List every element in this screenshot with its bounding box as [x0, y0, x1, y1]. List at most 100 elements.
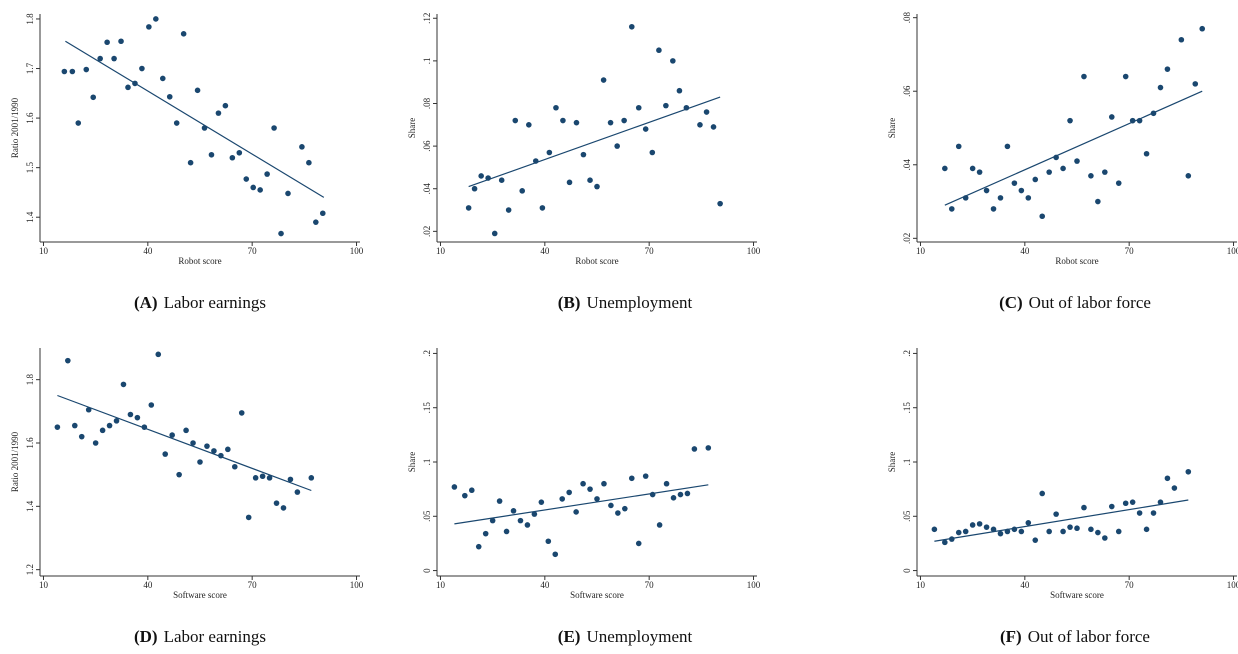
point	[111, 55, 117, 62]
point	[183, 427, 189, 434]
x-axis-label: Software score	[1050, 590, 1104, 600]
point	[90, 94, 97, 101]
point	[278, 230, 284, 237]
point	[97, 55, 103, 62]
y-tick-label: 1.6	[25, 112, 35, 124]
point	[1081, 504, 1087, 511]
point	[498, 177, 505, 184]
point	[468, 487, 475, 494]
y-tick-label: .12	[422, 13, 432, 24]
point	[92, 440, 99, 446]
point	[962, 528, 969, 535]
point	[491, 230, 498, 237]
y-tick-label: .04	[422, 183, 432, 195]
x-tick-label: 10	[436, 246, 446, 256]
panel-title: Labor earnings	[164, 627, 266, 646]
y-tick-label: .02	[422, 226, 432, 237]
point	[153, 16, 159, 22]
point	[587, 177, 593, 184]
point	[496, 498, 503, 504]
point	[955, 143, 962, 150]
x-tick-label: 10	[436, 580, 446, 590]
point	[1102, 169, 1108, 175]
y-tick-label: 1.5	[25, 162, 35, 174]
point	[552, 551, 559, 558]
point	[594, 496, 600, 502]
x-axis-label: Software score	[570, 590, 624, 600]
y-tick-label: .06	[422, 140, 432, 152]
point	[1192, 81, 1199, 87]
point	[531, 511, 538, 517]
point	[222, 102, 229, 109]
point	[264, 171, 270, 177]
point	[83, 66, 90, 73]
y-tick-label: 1.2	[25, 564, 35, 575]
x-axis-label: Software score	[173, 590, 227, 600]
x-tick-label: 100	[747, 246, 761, 256]
point	[983, 187, 990, 194]
point	[54, 424, 61, 430]
point	[169, 432, 175, 438]
point	[642, 126, 649, 132]
point	[285, 190, 291, 197]
point	[162, 451, 169, 457]
panel: 0 .05 .1 .15 .2 10 40 70 100 Software score Share (…	[887, 348, 1238, 646]
point	[580, 151, 587, 158]
point	[1074, 158, 1080, 164]
point	[526, 122, 532, 128]
point	[710, 124, 717, 130]
point	[628, 23, 635, 30]
y-tick-label: 1.8	[25, 13, 35, 25]
point	[1143, 150, 1150, 157]
point	[1157, 499, 1164, 505]
point	[1178, 36, 1185, 43]
x-tick-label: 70	[645, 580, 655, 590]
point	[1102, 535, 1108, 541]
point	[1025, 520, 1032, 526]
point	[1088, 173, 1094, 179]
point	[190, 440, 196, 446]
point	[471, 185, 478, 192]
y-axis-label: Share	[887, 452, 897, 473]
point	[955, 529, 962, 536]
x-tick-label: 70	[248, 246, 258, 256]
panel-title: Unemployment	[586, 627, 692, 646]
point	[1108, 503, 1115, 510]
point	[559, 496, 566, 502]
x-axis-label: Robot score	[1055, 256, 1098, 266]
fit-line	[57, 394, 312, 492]
point	[705, 445, 712, 451]
point	[670, 495, 677, 501]
y-tick-label: .02	[902, 233, 912, 244]
point	[134, 414, 141, 421]
point	[1046, 528, 1052, 535]
point	[656, 522, 663, 528]
point	[519, 188, 526, 194]
point	[1136, 510, 1143, 516]
point	[148, 402, 155, 408]
caption: (C) Out of labor force	[999, 293, 1151, 312]
point	[451, 484, 458, 490]
point	[997, 530, 1004, 537]
point	[505, 207, 512, 213]
point	[489, 517, 496, 524]
point	[990, 206, 997, 212]
y-tick-label: 1.4	[25, 500, 35, 512]
point	[1046, 169, 1052, 175]
point	[159, 75, 166, 82]
point	[482, 530, 489, 537]
point	[1039, 213, 1046, 220]
point	[71, 422, 78, 429]
y-tick-label: .2	[902, 350, 912, 357]
point	[257, 187, 263, 193]
point	[545, 538, 552, 545]
y-axis-label: Share	[407, 452, 417, 473]
point	[942, 165, 948, 172]
point	[1143, 526, 1150, 533]
panel: .02 .04 .06 .08 .1 .12 10 40 70 100 Robot score Sha…	[407, 13, 761, 312]
point	[1157, 84, 1164, 91]
point	[1039, 490, 1046, 497]
panel-label: (C)	[999, 293, 1023, 312]
point	[194, 87, 201, 94]
x-tick-label: 70	[1125, 246, 1135, 256]
